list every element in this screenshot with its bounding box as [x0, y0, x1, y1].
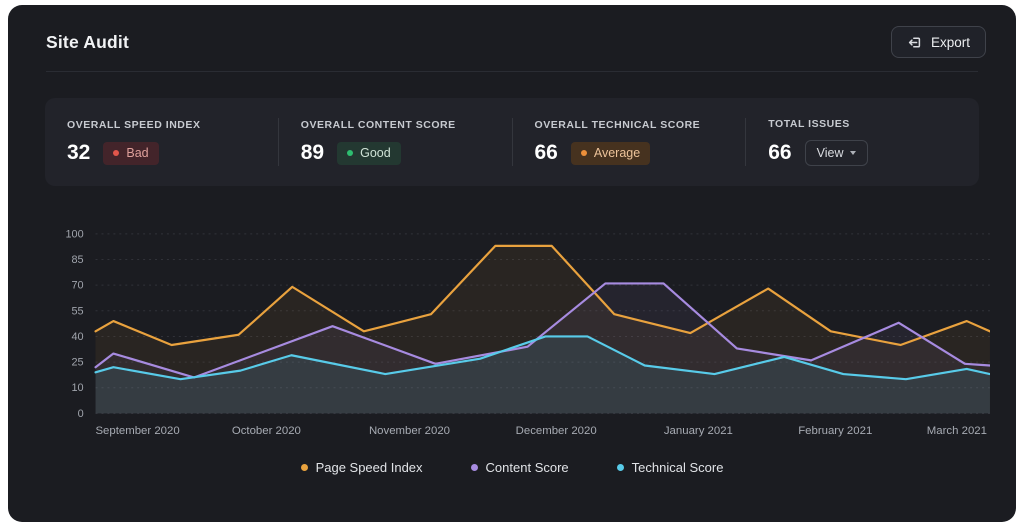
- export-button-label: Export: [931, 35, 970, 50]
- bad-dot-icon: [113, 150, 119, 156]
- stat-value: 66: [768, 141, 791, 165]
- badge-label: Average: [594, 146, 640, 160]
- page-title: Site Audit: [46, 32, 129, 53]
- x-tick-label: January 2021: [664, 425, 733, 437]
- legend-label: Page Speed Index: [316, 460, 423, 475]
- stat-label: OVERALL TECHNICAL SCORE: [535, 119, 746, 131]
- stat-technical-score: OVERALL TECHNICAL SCORE 66 Average: [513, 119, 746, 165]
- x-tick-label: October 2020: [232, 425, 301, 437]
- legend-dot-icon: [617, 464, 624, 471]
- legend-item[interactable]: Content Score: [471, 460, 569, 475]
- x-tick-label: September 2020: [95, 425, 179, 437]
- legend-dot-icon: [471, 464, 478, 471]
- badge-label: Bad: [126, 146, 148, 160]
- export-icon: [907, 35, 922, 50]
- y-tick-label: 25: [72, 357, 84, 369]
- stat-label: OVERALL CONTENT SCORE: [301, 119, 512, 131]
- audit-line-chart: 0 10 25 40 55 70 85 100 September 2020 October 20…: [38, 220, 990, 440]
- chart-legend: Page Speed Index Content Score Technical S…: [8, 460, 1016, 475]
- badge-label: Good: [360, 146, 391, 160]
- y-tick-label: 0: [78, 408, 84, 420]
- chevron-down-icon: [850, 151, 856, 155]
- view-issues-button[interactable]: View: [805, 140, 869, 166]
- x-tick-label: March 2021: [927, 425, 987, 437]
- card-header: Site Audit Export: [8, 5, 1016, 71]
- site-audit-card: Site Audit Export OVERALL SPEED INDEX 32…: [8, 5, 1016, 522]
- x-tick-label: November 2020: [369, 425, 450, 437]
- x-tick-label: February 2021: [798, 425, 872, 437]
- stat-speed-index: OVERALL SPEED INDEX 32 Bad: [45, 119, 278, 165]
- status-badge-bad: Bad: [103, 142, 158, 165]
- legend-item[interactable]: Page Speed Index: [301, 460, 423, 475]
- y-tick-label: 40: [72, 331, 84, 343]
- average-dot-icon: [581, 150, 587, 156]
- status-badge-good: Good: [337, 142, 401, 165]
- status-badge-average: Average: [571, 142, 650, 165]
- stat-value: 32: [67, 141, 90, 165]
- stat-total-issues: TOTAL ISSUES 66 View: [746, 118, 979, 166]
- stat-value: 89: [301, 141, 324, 165]
- header-divider: [46, 71, 978, 72]
- chart-block: 0 10 25 40 55 70 85 100 September 2020 October 20…: [8, 220, 1016, 440]
- stat-value: 66: [535, 141, 558, 165]
- legend-label: Content Score: [486, 460, 569, 475]
- legend-item[interactable]: Technical Score: [617, 460, 724, 475]
- legend-label: Technical Score: [632, 460, 724, 475]
- export-button[interactable]: Export: [891, 26, 986, 58]
- stat-label: TOTAL ISSUES: [768, 118, 979, 130]
- good-dot-icon: [347, 150, 353, 156]
- y-tick-label: 70: [72, 280, 84, 292]
- x-tick-label: December 2020: [516, 425, 597, 437]
- y-tick-label: 10: [72, 382, 84, 394]
- stats-strip: OVERALL SPEED INDEX 32 Bad OVERALL CONTE…: [45, 98, 979, 186]
- stat-label: OVERALL SPEED INDEX: [67, 119, 278, 131]
- stat-content-score: OVERALL CONTENT SCORE 89 Good: [279, 119, 512, 165]
- y-tick-label: 55: [72, 305, 84, 317]
- y-tick-label: 100: [65, 228, 83, 240]
- y-tick-label: 85: [72, 254, 84, 266]
- legend-dot-icon: [301, 464, 308, 471]
- view-button-label: View: [817, 146, 844, 160]
